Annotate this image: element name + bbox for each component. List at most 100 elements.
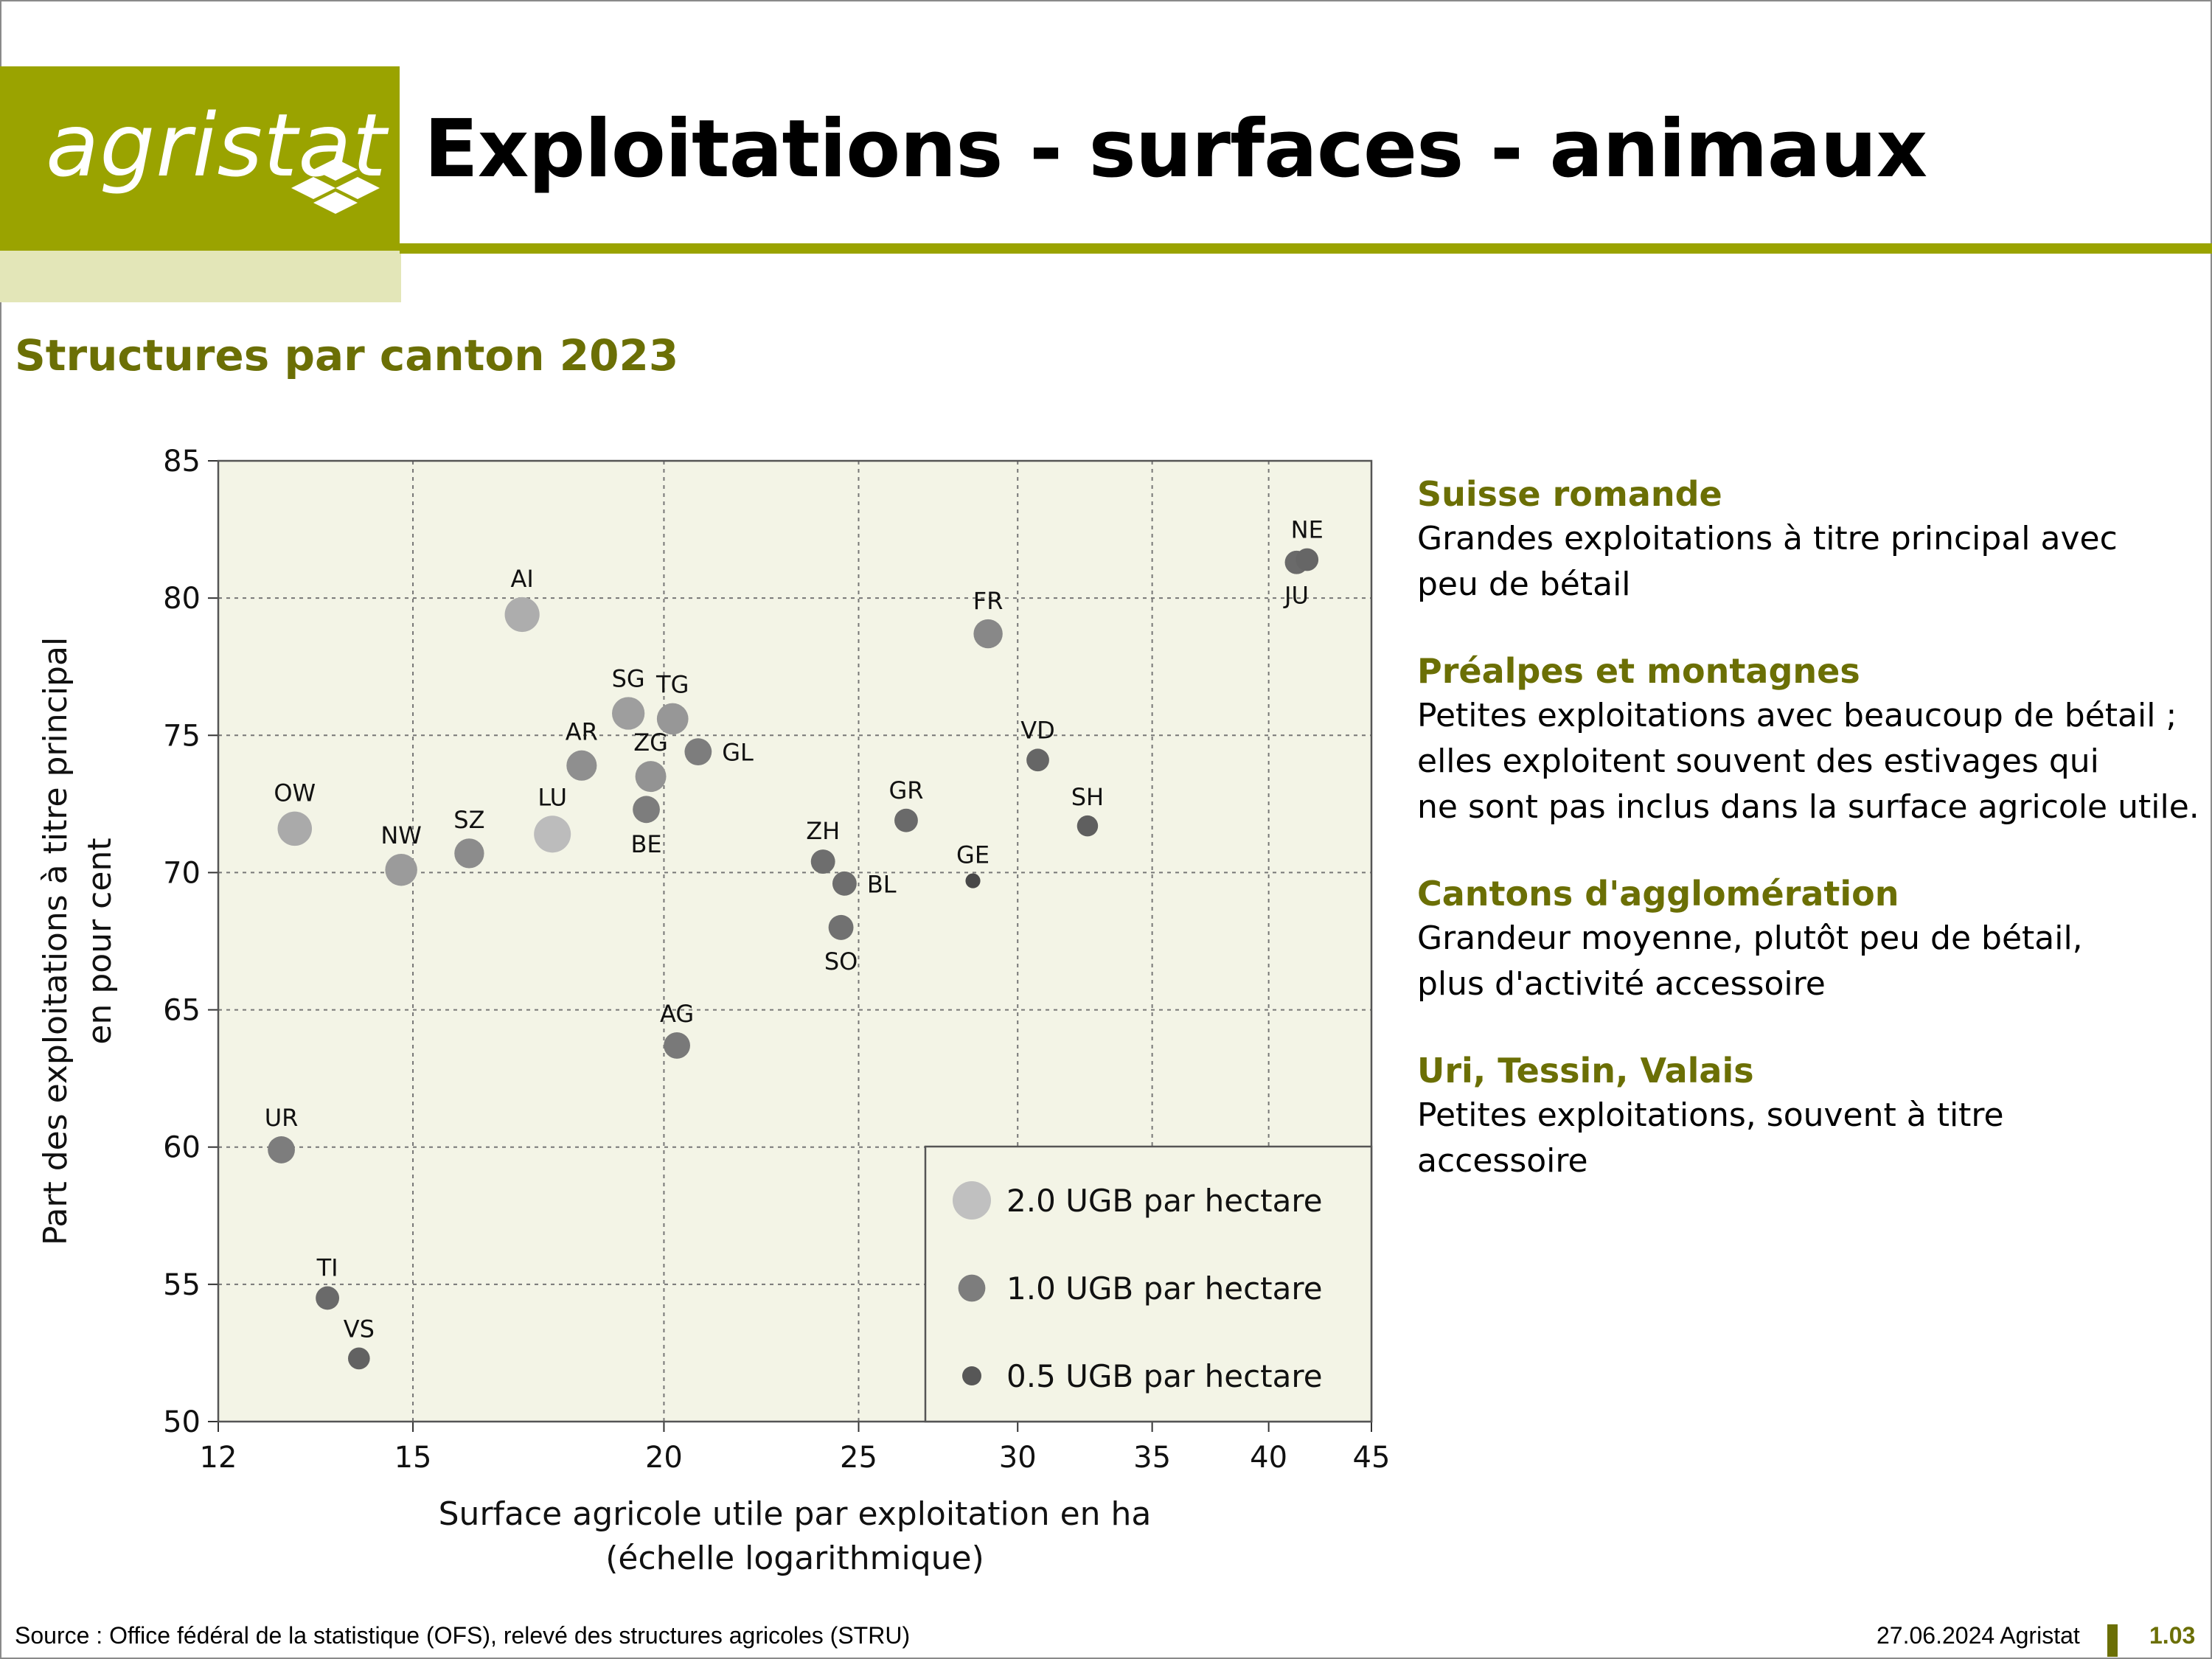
note-heading: Suisse romande	[1417, 474, 1722, 514]
x-tick-label: 45	[1353, 1441, 1391, 1475]
logo-shadow	[0, 251, 401, 302]
logo-mark-icon	[291, 159, 380, 214]
page-number: 1.03	[2149, 1622, 2196, 1649]
data-point-ti	[316, 1286, 340, 1310]
data-point-zg	[635, 761, 667, 793]
point-label-ur: UR	[265, 1104, 299, 1132]
point-label-tg: TG	[655, 671, 689, 699]
data-point-bl	[832, 871, 857, 896]
note-block: Uri, Tessin, Valais Petites exploitations…	[1417, 1048, 2206, 1184]
point-label-so: SO	[824, 947, 858, 975]
point-label-fr: FR	[973, 587, 1004, 615]
y-tick-label: 65	[163, 994, 201, 1028]
data-point-be	[633, 796, 660, 824]
note-line: ne sont pas inclus dans la surface agric…	[1417, 788, 2199, 826]
data-point-ag	[664, 1032, 690, 1059]
y-tick-label: 75	[163, 719, 201, 753]
x-tick-label: 15	[394, 1441, 432, 1475]
data-point-tg	[656, 703, 689, 735]
x-tick-label: 30	[999, 1441, 1037, 1475]
point-label-ge: GE	[956, 841, 990, 869]
data-point-ar	[566, 750, 597, 781]
point-label-vs: VS	[344, 1315, 375, 1343]
data-point-ge	[965, 873, 981, 888]
data-point-lu	[534, 815, 571, 853]
note-line: peu de bétail	[1417, 566, 1631, 603]
note-heading: Uri, Tessin, Valais	[1417, 1051, 1754, 1091]
point-label-ar: AR	[566, 718, 598, 746]
legend-label: 1.0 UGB par hectare	[1006, 1270, 1323, 1307]
data-point-vs	[348, 1347, 370, 1370]
note-line: accessoire	[1417, 1142, 1588, 1180]
point-label-be: BE	[630, 830, 661, 858]
data-point-sg	[612, 697, 645, 730]
note-line: Grandes exploitations à titre principal …	[1417, 520, 2118, 557]
legend-marker	[962, 1366, 981, 1385]
point-label-lu: LU	[538, 783, 567, 811]
x-axis-label: Surface agricole utile par exploitation …	[439, 1495, 1152, 1533]
point-label-zg: ZG	[633, 728, 668, 757]
point-label-vd: VD	[1020, 716, 1055, 744]
data-point-gl	[684, 738, 712, 766]
y-tick-label: 80	[163, 582, 201, 616]
x-tick-label: 25	[840, 1441, 877, 1475]
legend-label: 0.5 UGB par hectare	[1006, 1358, 1323, 1394]
point-label-ju: JU	[1283, 582, 1309, 610]
note-line: Petites exploitations avec beaucoup de b…	[1417, 697, 2177, 734]
point-label-sz: SZ	[453, 806, 484, 834]
point-label-nw: NW	[380, 821, 422, 849]
legend-marker	[953, 1181, 991, 1220]
note-line: Petites exploitations, souvent à titre	[1417, 1096, 2004, 1134]
x-tick-label: 12	[200, 1441, 237, 1475]
data-point-nw	[385, 853, 417, 886]
legend-marker	[958, 1274, 986, 1302]
data-point-ne	[1295, 548, 1319, 571]
note-line: plus d'activité accessoire	[1417, 965, 1826, 1003]
data-point-ai	[504, 597, 540, 633]
footer-date: 27.06.2024 Agristat	[1877, 1622, 2080, 1649]
data-point-gr	[894, 808, 918, 832]
y-axis-label: en pour cent	[81, 838, 119, 1044]
chart-subtitle: Structures par canton 2023	[15, 330, 679, 380]
note-block: Préalpes et montagnes Petites exploitatio…	[1417, 649, 2206, 830]
x-tick-label: 40	[1250, 1441, 1287, 1475]
note-block: Cantons d'agglomération Grandeur moyenne,…	[1417, 872, 2206, 1007]
point-label-ne: NE	[1291, 516, 1324, 544]
point-label-zh: ZH	[806, 817, 840, 845]
legend-label: 2.0 UGB par hectare	[1006, 1183, 1323, 1219]
notes-panel: Suisse romande Grandes exploitations à ti…	[1417, 472, 2206, 1225]
scatter-chart: 12 15 20 25 30 35 40 45 50 55 60 65 70 75 80 85 Surface …	[37, 445, 1391, 1577]
data-point-ur	[268, 1136, 295, 1164]
x-tick-label: 35	[1133, 1441, 1171, 1475]
data-point-zh	[810, 849, 835, 874]
logo-box	[0, 66, 400, 251]
plot-border	[217, 459, 1373, 1423]
y-tick-label: 60	[163, 1131, 201, 1165]
data-point-so	[828, 914, 854, 940]
data-point-sz	[454, 838, 484, 869]
data-point-vd	[1026, 748, 1049, 772]
point-label-sg: SG	[612, 664, 645, 692]
data-point-ow	[277, 811, 313, 846]
logo-text: agristat	[46, 94, 387, 196]
point-label-gr: GR	[888, 776, 923, 804]
note-line: elles exploitent souvent des estivages q…	[1417, 742, 2099, 780]
data-point-sh	[1077, 815, 1099, 837]
footer-bar	[2107, 1624, 2118, 1657]
y-tick-label: 70	[163, 856, 201, 890]
point-label-gl: GL	[722, 739, 754, 767]
point-label-bl: BL	[867, 870, 897, 898]
x-tick-label: 20	[645, 1441, 683, 1475]
note-line: Grandeur moyenne, plutôt peu de bétail,	[1417, 919, 2083, 957]
header-rule	[400, 243, 2212, 254]
y-axis-label: Part des exploitations à titre principal	[37, 637, 74, 1245]
point-label-ai: AI	[510, 565, 533, 593]
y-tick-label: 85	[163, 445, 201, 479]
footer-source: Source : Office fédéral de la statistiqu…	[15, 1622, 911, 1649]
note-block: Suisse romande Grandes exploitations à ti…	[1417, 472, 2206, 608]
data-point-fr	[973, 619, 1003, 649]
y-tick-label: 55	[163, 1268, 201, 1302]
x-axis-label: (échelle logarithmique)	[605, 1540, 984, 1577]
point-label-sh: SH	[1071, 783, 1104, 811]
